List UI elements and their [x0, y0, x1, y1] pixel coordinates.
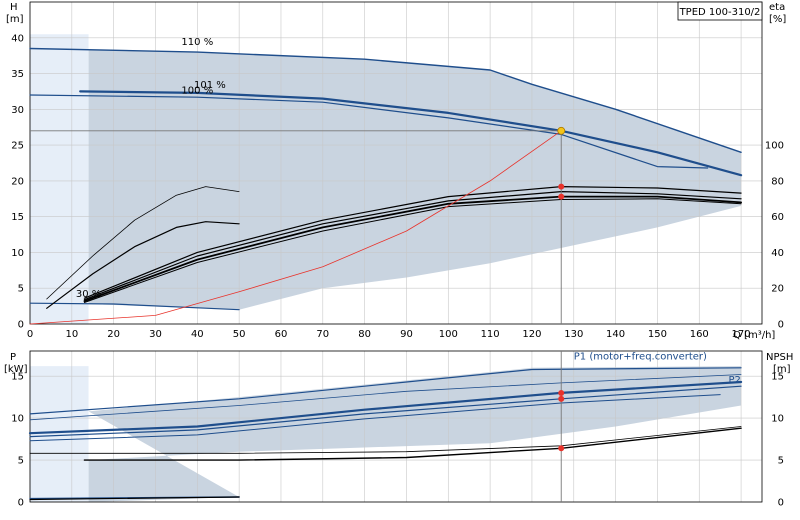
top-series-3	[29, 302, 240, 311]
bottom-red-point-0	[558, 389, 565, 396]
top-right-unit-bottom: [%]	[769, 14, 786, 25]
bottom-right-unit-bottom: [m]	[773, 364, 791, 375]
top-left-tick-4: 20	[11, 176, 24, 187]
top-x-tick-7: 70	[316, 329, 329, 340]
top-right-tick-3: 60	[771, 212, 784, 223]
bottom-series-1	[29, 374, 742, 421]
top-x-tick-14: 140	[606, 329, 625, 340]
top-red-point-1	[558, 193, 565, 200]
speed-label-1: 101 %	[194, 80, 226, 91]
bottom-right-tick-0: 0	[778, 498, 784, 509]
top-series-7	[83, 191, 742, 301]
bottom-series-2	[28, 380, 743, 435]
top-x-tick-10: 100	[439, 329, 458, 340]
speed-label-3: 30 %	[76, 289, 101, 300]
top-x-tick-16: 160	[690, 329, 709, 340]
speed-label-2: 100 %	[181, 86, 213, 97]
top-left-tick-3: 15	[11, 212, 24, 223]
top-x-tick-17: 170	[732, 329, 751, 340]
bottom-left-tick-1: 5	[18, 456, 24, 467]
model-label-box	[677, 1, 763, 21]
top-left-tick-5: 25	[11, 141, 24, 152]
bottom-left-unit-top: P	[10, 352, 16, 363]
bottom-right-tick-2: 10	[771, 414, 784, 425]
bottom-series-6	[29, 426, 742, 454]
top-left-tick-2: 10	[11, 248, 24, 259]
bottom-series-8	[29, 496, 240, 501]
top-series-9	[83, 198, 742, 303]
top-right-tick-5: 100	[765, 141, 784, 152]
top-light-region	[30, 34, 89, 324]
bottom-series-4	[29, 394, 721, 442]
top-series-5	[46, 221, 240, 309]
operating-point	[557, 126, 566, 135]
bottom-right-tick-3: 15	[771, 372, 784, 383]
top-red-point-0	[558, 183, 565, 190]
top-x-tick-15: 150	[648, 329, 667, 340]
top-right-tick-4: 80	[771, 176, 784, 187]
top-x-tick-9: 90	[400, 329, 413, 340]
top-left-tick-1: 5	[18, 284, 24, 295]
top-series-10	[29, 130, 562, 325]
top-x-tick-1: 10	[65, 329, 78, 340]
head-efficiency-panel: 0 5 10 15 20 25 30 35 40 0 20 40 60 80 100 0 10 20 30 40 50 6…	[11, 1, 784, 340]
top-x-tick-11: 110	[481, 329, 500, 340]
bottom-right-unit-top: NPSH	[766, 352, 793, 363]
top-x-tick-6: 60	[275, 329, 288, 340]
bottom-left-tick-3: 15	[11, 372, 24, 383]
top-series-4	[46, 186, 240, 300]
top-right-unit-top: eta	[769, 2, 785, 13]
model-label: TPED 100-310/2	[679, 7, 761, 18]
top-x-tick-5: 50	[233, 329, 246, 340]
bottom-right-tick-1: 5	[778, 456, 784, 467]
x-axis-title: Q [m³/h]	[733, 330, 775, 341]
top-x-tick-8: 80	[358, 329, 371, 340]
bottom-left-tick-2: 10	[11, 414, 24, 425]
top-left-unit-top: H	[10, 2, 18, 13]
bottom-series-7	[83, 427, 742, 461]
bottom-red-point-1	[558, 395, 565, 402]
power-label-1: P2	[729, 375, 741, 386]
top-series-0	[29, 47, 742, 153]
top-x-tick-13: 130	[564, 329, 583, 340]
top-right-tick-1: 20	[771, 284, 784, 295]
top-x-tick-4: 40	[191, 329, 204, 340]
top-right-tick-2: 40	[771, 248, 784, 259]
bottom-light-region	[30, 366, 89, 502]
labels-layer: TPED 100-310/2 H [m] eta [%] Q [m³/h] P …	[4, 1, 793, 375]
top-frame	[29, 1, 763, 325]
bottom-frame	[29, 350, 763, 503]
bottom-envelope	[88, 366, 742, 502]
top-left-unit-bottom: [m]	[6, 14, 24, 25]
top-series-8	[83, 195, 742, 302]
top-x-tick-0: 0	[27, 329, 33, 340]
power-label-0: P1 (motor+freq.converter)	[574, 351, 707, 362]
bottom-series-0	[29, 367, 742, 415]
top-left-tick-0: 0	[18, 320, 24, 331]
bottom-series-3	[29, 385, 742, 438]
top-series-2	[29, 94, 709, 169]
speed-label-0: 110 %	[181, 37, 213, 48]
top-x-tick-12: 120	[522, 329, 541, 340]
bottom-left-tick-0: 0	[18, 498, 24, 509]
top-x-tick-3: 30	[149, 329, 162, 340]
power-npsh-panel: 0 5 10 15 0 5 10 15 P1 (motor+freq.converter) P2	[11, 350, 784, 509]
top-series-6	[83, 186, 742, 299]
top-right-tick-0: 0	[778, 320, 784, 331]
top-left-tick-7: 35	[11, 69, 24, 80]
bottom-red-point-2	[558, 445, 565, 452]
top-left-tick-6: 30	[11, 105, 24, 116]
top-x-tick-2: 20	[107, 329, 120, 340]
bottom-left-unit-bottom: [kW]	[4, 364, 28, 375]
top-left-tick-8: 40	[11, 33, 24, 44]
top-series-1	[79, 90, 743, 177]
